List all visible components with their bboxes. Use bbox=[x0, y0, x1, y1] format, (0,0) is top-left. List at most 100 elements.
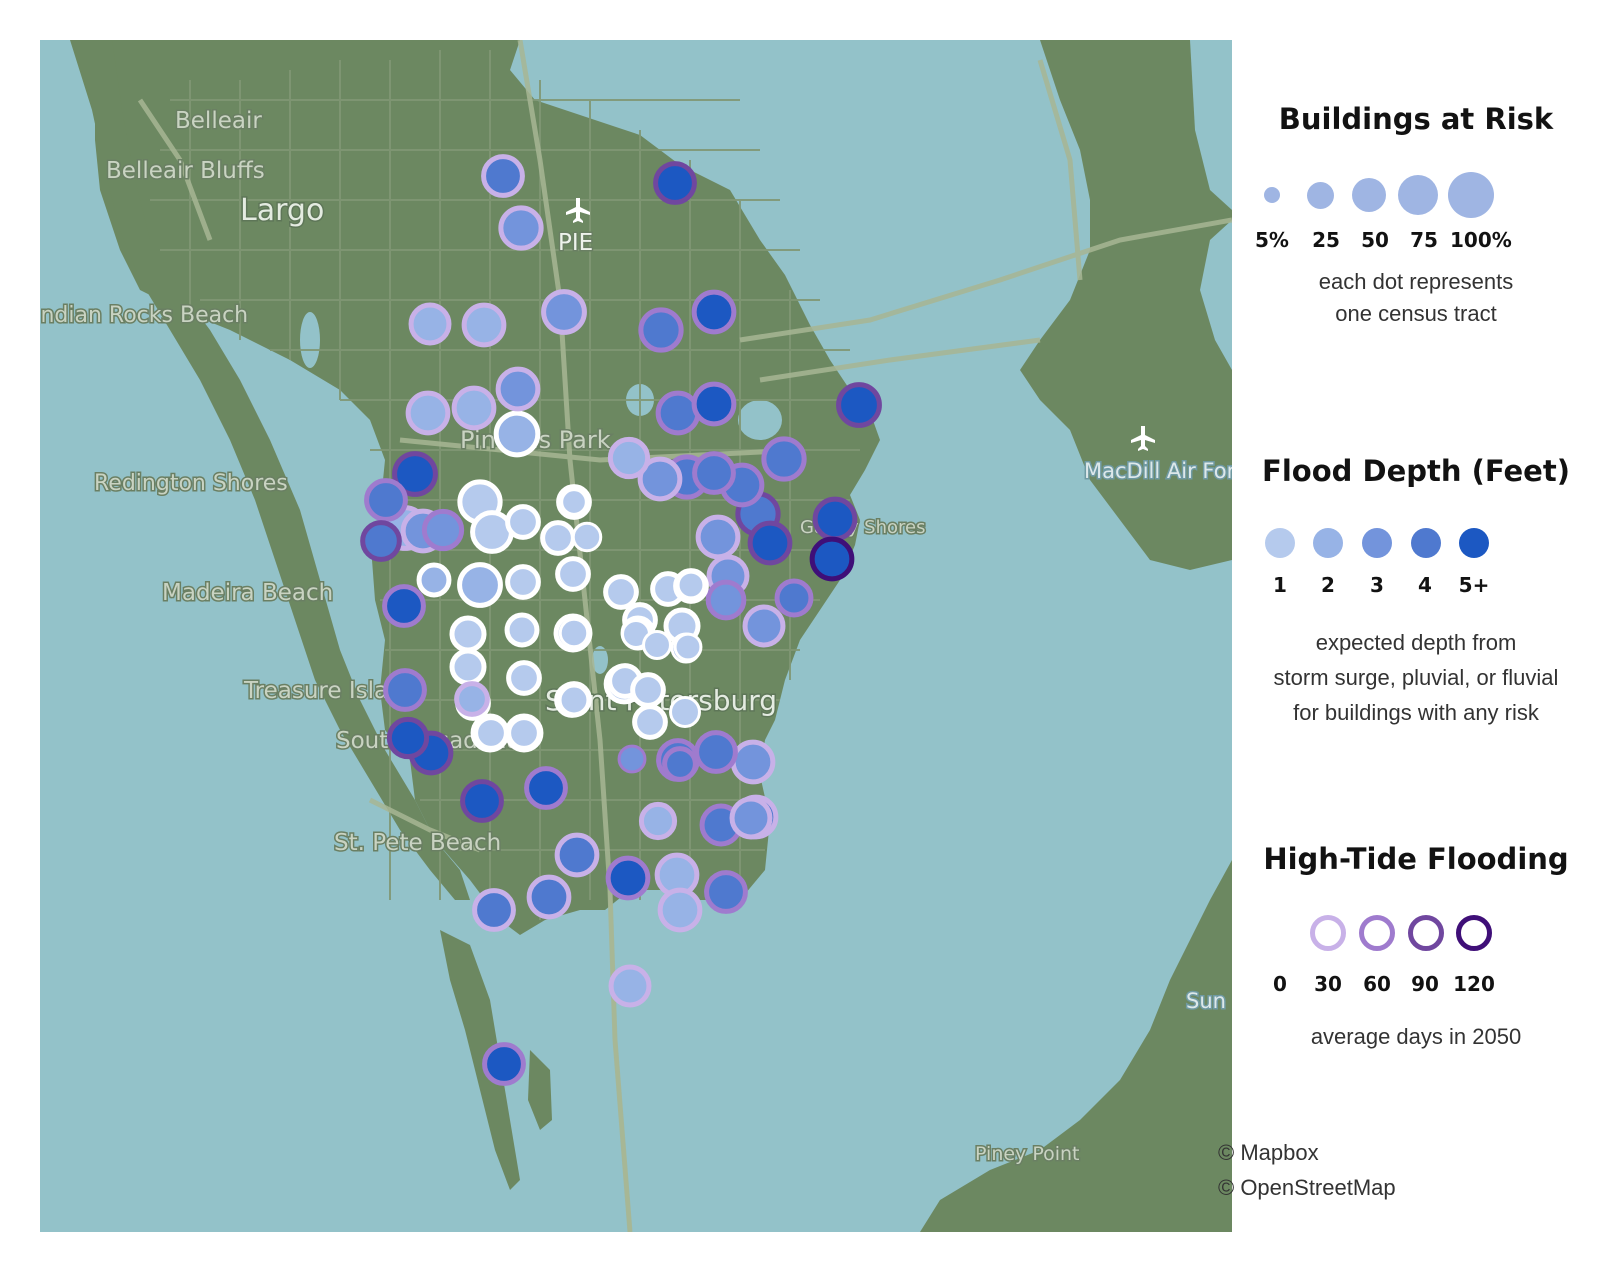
census-tract-dot[interactable] bbox=[498, 205, 544, 251]
credit-openstreetmap[interactable]: © OpenStreetMap bbox=[1218, 1175, 1396, 1200]
census-tract-dot[interactable] bbox=[382, 584, 426, 628]
census-tract-dot[interactable] bbox=[449, 648, 487, 686]
legend-depth-dot bbox=[1313, 528, 1343, 558]
census-tract-dot[interactable] bbox=[673, 632, 703, 662]
census-tract-dot[interactable] bbox=[461, 302, 507, 348]
census-tract-dot[interactable] bbox=[505, 504, 541, 540]
census-tract-dot[interactable] bbox=[642, 630, 672, 660]
census-tract-dot[interactable] bbox=[540, 520, 576, 556]
airport-icon bbox=[1131, 426, 1155, 451]
census-tract-dot[interactable] bbox=[669, 696, 701, 728]
census-tract-dot[interactable] bbox=[812, 496, 858, 542]
census-tract-dot[interactable] bbox=[524, 766, 568, 810]
census-tract-dot[interactable] bbox=[556, 682, 592, 718]
legend-tide-ring bbox=[1262, 915, 1298, 951]
census-tract-dot[interactable] bbox=[416, 562, 452, 598]
census-tract-dot[interactable] bbox=[705, 579, 747, 621]
lake bbox=[592, 646, 608, 674]
legend-tide-ring bbox=[1408, 915, 1444, 951]
census-tract-dot[interactable] bbox=[774, 578, 814, 618]
legend-risk-dot bbox=[1351, 177, 1387, 213]
census-tract-dot[interactable] bbox=[383, 668, 427, 712]
census-tract-dot[interactable] bbox=[747, 520, 793, 566]
census-tract-dot[interactable] bbox=[364, 478, 408, 522]
census-tract-dot[interactable] bbox=[449, 615, 487, 653]
census-tract-dot[interactable] bbox=[472, 888, 516, 932]
legend-risk-label: 75 bbox=[1410, 228, 1438, 252]
census-tract-dot[interactable] bbox=[421, 508, 465, 552]
census-tract-dot[interactable] bbox=[360, 520, 402, 562]
census-tract-dot[interactable] bbox=[730, 739, 776, 785]
census-tract-dot[interactable] bbox=[632, 704, 668, 740]
census-tract-dot[interactable] bbox=[607, 436, 651, 480]
census-tract-dot[interactable] bbox=[405, 390, 451, 436]
census-tract-dot[interactable] bbox=[495, 366, 541, 412]
census-tract-dot[interactable] bbox=[729, 796, 773, 840]
legend-tide-note: average days in 2050 bbox=[1310, 1024, 1522, 1049]
lake bbox=[278, 390, 302, 450]
census-tract-dot[interactable] bbox=[695, 514, 741, 560]
census-tract-dot[interactable] bbox=[386, 716, 430, 760]
lake bbox=[300, 312, 320, 368]
tampa-land-east bbox=[1190, 40, 1232, 210]
census-tract-dot[interactable] bbox=[451, 385, 497, 431]
census-tract-dot[interactable] bbox=[506, 660, 542, 696]
census-tract-dot[interactable] bbox=[637, 456, 683, 502]
flood-risk-map[interactable]: Belleair Belleair Bluffs Largo PIE India… bbox=[40, 40, 1232, 1232]
census-tract-dot[interactable] bbox=[638, 307, 684, 353]
census-tract-dot[interactable] bbox=[603, 574, 639, 610]
census-tract-dot[interactable] bbox=[653, 161, 697, 205]
legend-risk-dot bbox=[1263, 186, 1281, 204]
census-tract-dot[interactable] bbox=[460, 779, 504, 823]
legend-tide-ring bbox=[1359, 915, 1395, 951]
credit-mapbox[interactable]: © Mapbox bbox=[1218, 1140, 1319, 1165]
legend-tide-ring bbox=[1456, 915, 1492, 951]
census-tract-dot[interactable] bbox=[482, 1042, 526, 1086]
census-tract-dot[interactable] bbox=[541, 289, 587, 335]
census-tract-dot[interactable] bbox=[657, 887, 703, 933]
census-tract-dot[interactable] bbox=[761, 436, 807, 482]
census-tract-dot[interactable] bbox=[676, 570, 706, 600]
census-tract-dot[interactable] bbox=[571, 521, 603, 553]
census-tract-dot[interactable] bbox=[505, 564, 541, 600]
legend-tide-title: High-Tide Flooding bbox=[1263, 842, 1569, 876]
census-tract-dot[interactable] bbox=[692, 451, 736, 495]
southern-keys bbox=[440, 930, 520, 1190]
census-tract-dot[interactable] bbox=[630, 672, 666, 708]
barrier-island bbox=[70, 40, 470, 900]
census-tract-dot[interactable] bbox=[457, 562, 503, 608]
census-tract-dot[interactable] bbox=[506, 715, 542, 751]
legend-tide-label: 30 bbox=[1314, 972, 1342, 996]
census-tract-dot[interactable] bbox=[704, 870, 748, 914]
census-tract-dot[interactable] bbox=[691, 289, 737, 335]
census-tract-dot[interactable] bbox=[454, 681, 490, 717]
census-tract-dot[interactable] bbox=[558, 617, 590, 649]
census-tract-dot[interactable] bbox=[617, 744, 647, 774]
census-tract-dot[interactable] bbox=[493, 410, 541, 458]
place-label-belleair: Belleair bbox=[175, 108, 262, 134]
census-tract-dot[interactable] bbox=[560, 488, 588, 516]
census-tract-dot[interactable] bbox=[473, 715, 509, 751]
census-tract-dot[interactable] bbox=[694, 730, 738, 774]
census-tract-dot[interactable] bbox=[809, 536, 855, 582]
census-tract-dot[interactable] bbox=[555, 556, 591, 592]
census-tract-dot[interactable] bbox=[408, 302, 452, 346]
legend-depth-label: 4 bbox=[1418, 573, 1432, 597]
census-tract-dot[interactable] bbox=[662, 746, 698, 782]
legend-panel: Buildings at Risk 5% 25 50 75 100% each … bbox=[1218, 40, 1600, 1232]
census-tract-dot[interactable] bbox=[481, 154, 525, 198]
census-tract-dot[interactable] bbox=[836, 382, 882, 428]
census-tract-dot[interactable] bbox=[605, 855, 651, 901]
legend-risk-label: 50 bbox=[1361, 228, 1389, 252]
census-tract-dot[interactable] bbox=[742, 604, 786, 648]
census-tract-dot[interactable] bbox=[526, 874, 572, 920]
census-tract-dot[interactable] bbox=[554, 832, 600, 878]
census-tract-dot[interactable] bbox=[504, 612, 540, 648]
place-label-piney-point: Piney Point bbox=[975, 1143, 1080, 1165]
census-tract-dot[interactable] bbox=[392, 451, 438, 497]
census-tract-dot[interactable] bbox=[638, 801, 678, 841]
census-tract-dot[interactable] bbox=[691, 381, 737, 427]
legend-depth-dot bbox=[1459, 528, 1489, 558]
census-tract-dot[interactable] bbox=[655, 390, 701, 436]
census-tract-dot[interactable] bbox=[608, 964, 652, 1008]
